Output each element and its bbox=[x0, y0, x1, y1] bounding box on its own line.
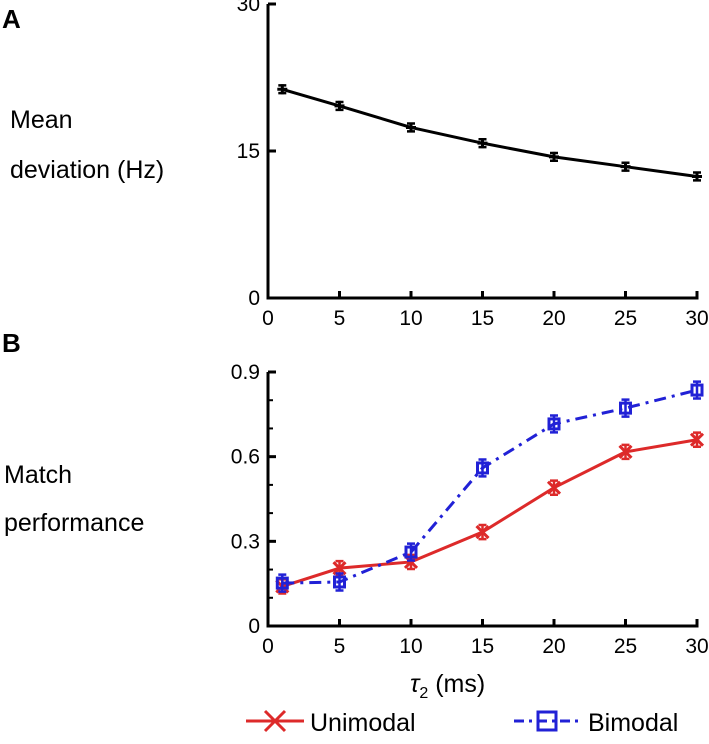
panel-a-x-tick-label: 20 bbox=[542, 307, 565, 330]
panel-a-x-tick-label: 0 bbox=[262, 307, 274, 330]
panel-label-b: B bbox=[2, 328, 21, 358]
panel-a-y-tick-label: 0 bbox=[248, 287, 260, 310]
panel-b-unimodal-point bbox=[546, 480, 562, 495]
panel-a-mean-deviation-point bbox=[549, 151, 559, 162]
panel-b-x-tick-label: 15 bbox=[471, 635, 494, 658]
panel-a-mean-deviation-point bbox=[277, 84, 288, 95]
panel-b-unimodal-point bbox=[618, 444, 633, 459]
panel-b-x-tick-label: 0 bbox=[262, 635, 274, 658]
panel-b-x-tick-label: 20 bbox=[542, 635, 565, 658]
panel-a-x-tick-label: 10 bbox=[399, 307, 422, 330]
y-axis-label-a-line1: Mean bbox=[10, 106, 73, 134]
panel-a-x-tick-label: 15 bbox=[471, 307, 494, 330]
panel-a-x-tick-label: 5 bbox=[334, 307, 346, 330]
panel-b-unimodal-point bbox=[332, 561, 347, 576]
panel-b-y-tick-label: 0 bbox=[248, 615, 260, 638]
panel-a-y-tick-label: 30 bbox=[237, 0, 260, 16]
panel-b-x-tick-label: 30 bbox=[685, 635, 708, 658]
panel-b-x-tick-label: 5 bbox=[334, 635, 346, 658]
panel-b-bimodal-point bbox=[476, 461, 489, 475]
panel-b-bimodal-point bbox=[619, 401, 632, 415]
panel-a-mean-deviation-point bbox=[477, 138, 488, 149]
x-axis-label-b: τ2 (ms) bbox=[410, 670, 485, 702]
panel-b-y-tick-label: 0.9 bbox=[231, 361, 260, 384]
legend-bimodal-label: Bimodal bbox=[588, 709, 678, 737]
panel-b-bimodal-point bbox=[404, 545, 418, 559]
y-axis-label-b-line2: performance bbox=[4, 509, 144, 537]
panel-a-mean-deviation-line bbox=[281, 87, 698, 178]
panel-a-mean-deviation-point bbox=[406, 122, 416, 133]
panel-b-y-tick-label: 0.6 bbox=[231, 446, 260, 469]
panel-a-mean-deviation-point bbox=[620, 161, 631, 172]
panel-a-mean-deviation-point bbox=[334, 100, 345, 111]
panel-a-y-tick-label: 15 bbox=[237, 140, 260, 163]
panel-b-x-tick-label: 10 bbox=[399, 635, 422, 658]
panel-b-bimodal-line bbox=[282, 388, 698, 585]
panel-b-bimodal-point bbox=[547, 417, 561, 431]
panel-b-unimodal-point bbox=[689, 432, 705, 447]
panel-a-x-tick-label: 30 bbox=[685, 307, 708, 330]
panel-b-bimodal-point bbox=[275, 576, 289, 590]
legend-unimodal-label: Unimodal bbox=[310, 709, 416, 737]
panel-a-x-tick-label: 25 bbox=[614, 307, 637, 330]
panel-b-bimodal-point bbox=[333, 575, 346, 589]
panel-a-mean-deviation-point bbox=[692, 171, 702, 182]
panel-b-unimodal-point bbox=[475, 524, 490, 540]
panel-label-a: A bbox=[2, 4, 21, 34]
panel-b-x-tick-label: 25 bbox=[614, 635, 637, 658]
y-axis-label-b-line1: Match bbox=[4, 461, 72, 489]
panel-b-y-tick-label: 0.3 bbox=[231, 530, 260, 553]
legend-unimodal-marker bbox=[263, 709, 287, 733]
legend-bimodal-marker bbox=[536, 710, 558, 732]
y-axis-label-a-line2: deviation (Hz) bbox=[10, 156, 164, 184]
legend: Unimodal Bimodal bbox=[246, 709, 678, 737]
panel-b-bimodal-point bbox=[690, 383, 704, 397]
